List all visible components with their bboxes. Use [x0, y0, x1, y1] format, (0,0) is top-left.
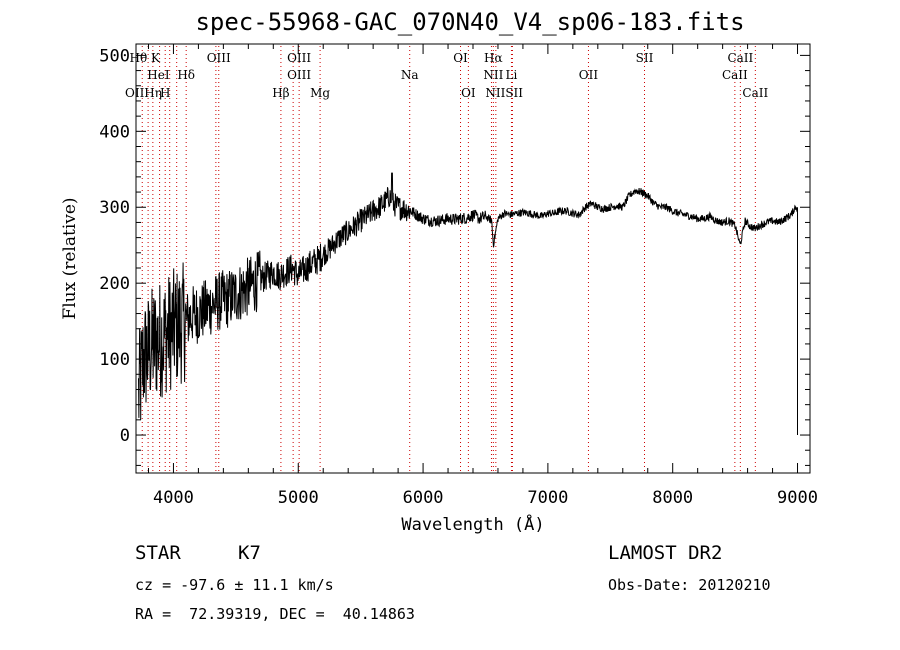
coordinates-readout: RA = 72.39319, DEC = 40.14863: [135, 605, 415, 623]
line-label-r3-4: OI: [461, 86, 476, 100]
obs-date: Obs-Date: 20120210: [608, 576, 771, 594]
line-label-r3-6: CaII: [742, 86, 768, 100]
spectrum-line: [138, 172, 798, 435]
y-tick-label-300: 300: [99, 198, 130, 218]
line-label-r3-0: OIIHη: [125, 86, 162, 100]
object-subclass: K7: [238, 542, 261, 564]
line-label-r1-6: CaII: [727, 51, 753, 65]
x-tick-label-6000: 6000: [403, 488, 444, 508]
line-label-r2-3: Na: [401, 68, 419, 82]
line-label-r2-0: HeI: [147, 68, 170, 82]
line-label-r1-2: OIII: [287, 51, 311, 65]
y-axis-label: Flux (relative): [60, 197, 80, 319]
line-label-r2-1: Hδ: [177, 68, 195, 82]
y-tick-label-400: 400: [99, 122, 130, 142]
line-label-r3-5: NIISII: [485, 86, 523, 100]
line-label-r3-2: Hβ: [272, 86, 289, 100]
line-label-r2-4: NII: [483, 68, 503, 82]
y-tick-label-0: 0: [120, 426, 130, 446]
plot-frame: [135, 43, 811, 474]
y-tick-label-200: 200: [99, 274, 130, 294]
line-label-r3-1: H: [160, 86, 170, 100]
y-tick-label-100: 100: [99, 350, 130, 370]
object-class: STAR: [135, 542, 181, 564]
line-label-r2-2: OIII: [287, 68, 311, 82]
survey-name: LAMOST DR2: [608, 542, 723, 564]
line-label-r1-5: SII: [636, 51, 654, 65]
line-label-r1-0: Hθ K: [130, 51, 162, 65]
redshift-readout: cz = -97.6 ± 11.1 km/s: [135, 576, 334, 594]
line-label-r1-1: OIII: [207, 51, 231, 65]
line-label-r2-6: OII: [579, 68, 599, 82]
x-tick-label-4000: 4000: [153, 488, 194, 508]
line-label-r2-7: CaII: [722, 68, 748, 82]
x-tick-label-8000: 8000: [652, 488, 693, 508]
line-label-r3-3: Mg: [310, 86, 330, 100]
x-tick-label-9000: 9000: [777, 488, 818, 508]
x-tick-label-5000: 5000: [278, 488, 319, 508]
x-tick-label-7000: 7000: [527, 488, 568, 508]
x-axis-label: Wavelength (Å): [401, 513, 544, 535]
line-label-r2-5: Li: [506, 68, 518, 82]
line-label-r1-3: OI: [453, 51, 468, 65]
y-tick-label-500: 500: [99, 46, 130, 66]
line-label-r1-4: Hα: [484, 51, 503, 65]
chart-title: spec-55968-GAC_070N40_V4_sp06-183.fits: [195, 8, 745, 36]
